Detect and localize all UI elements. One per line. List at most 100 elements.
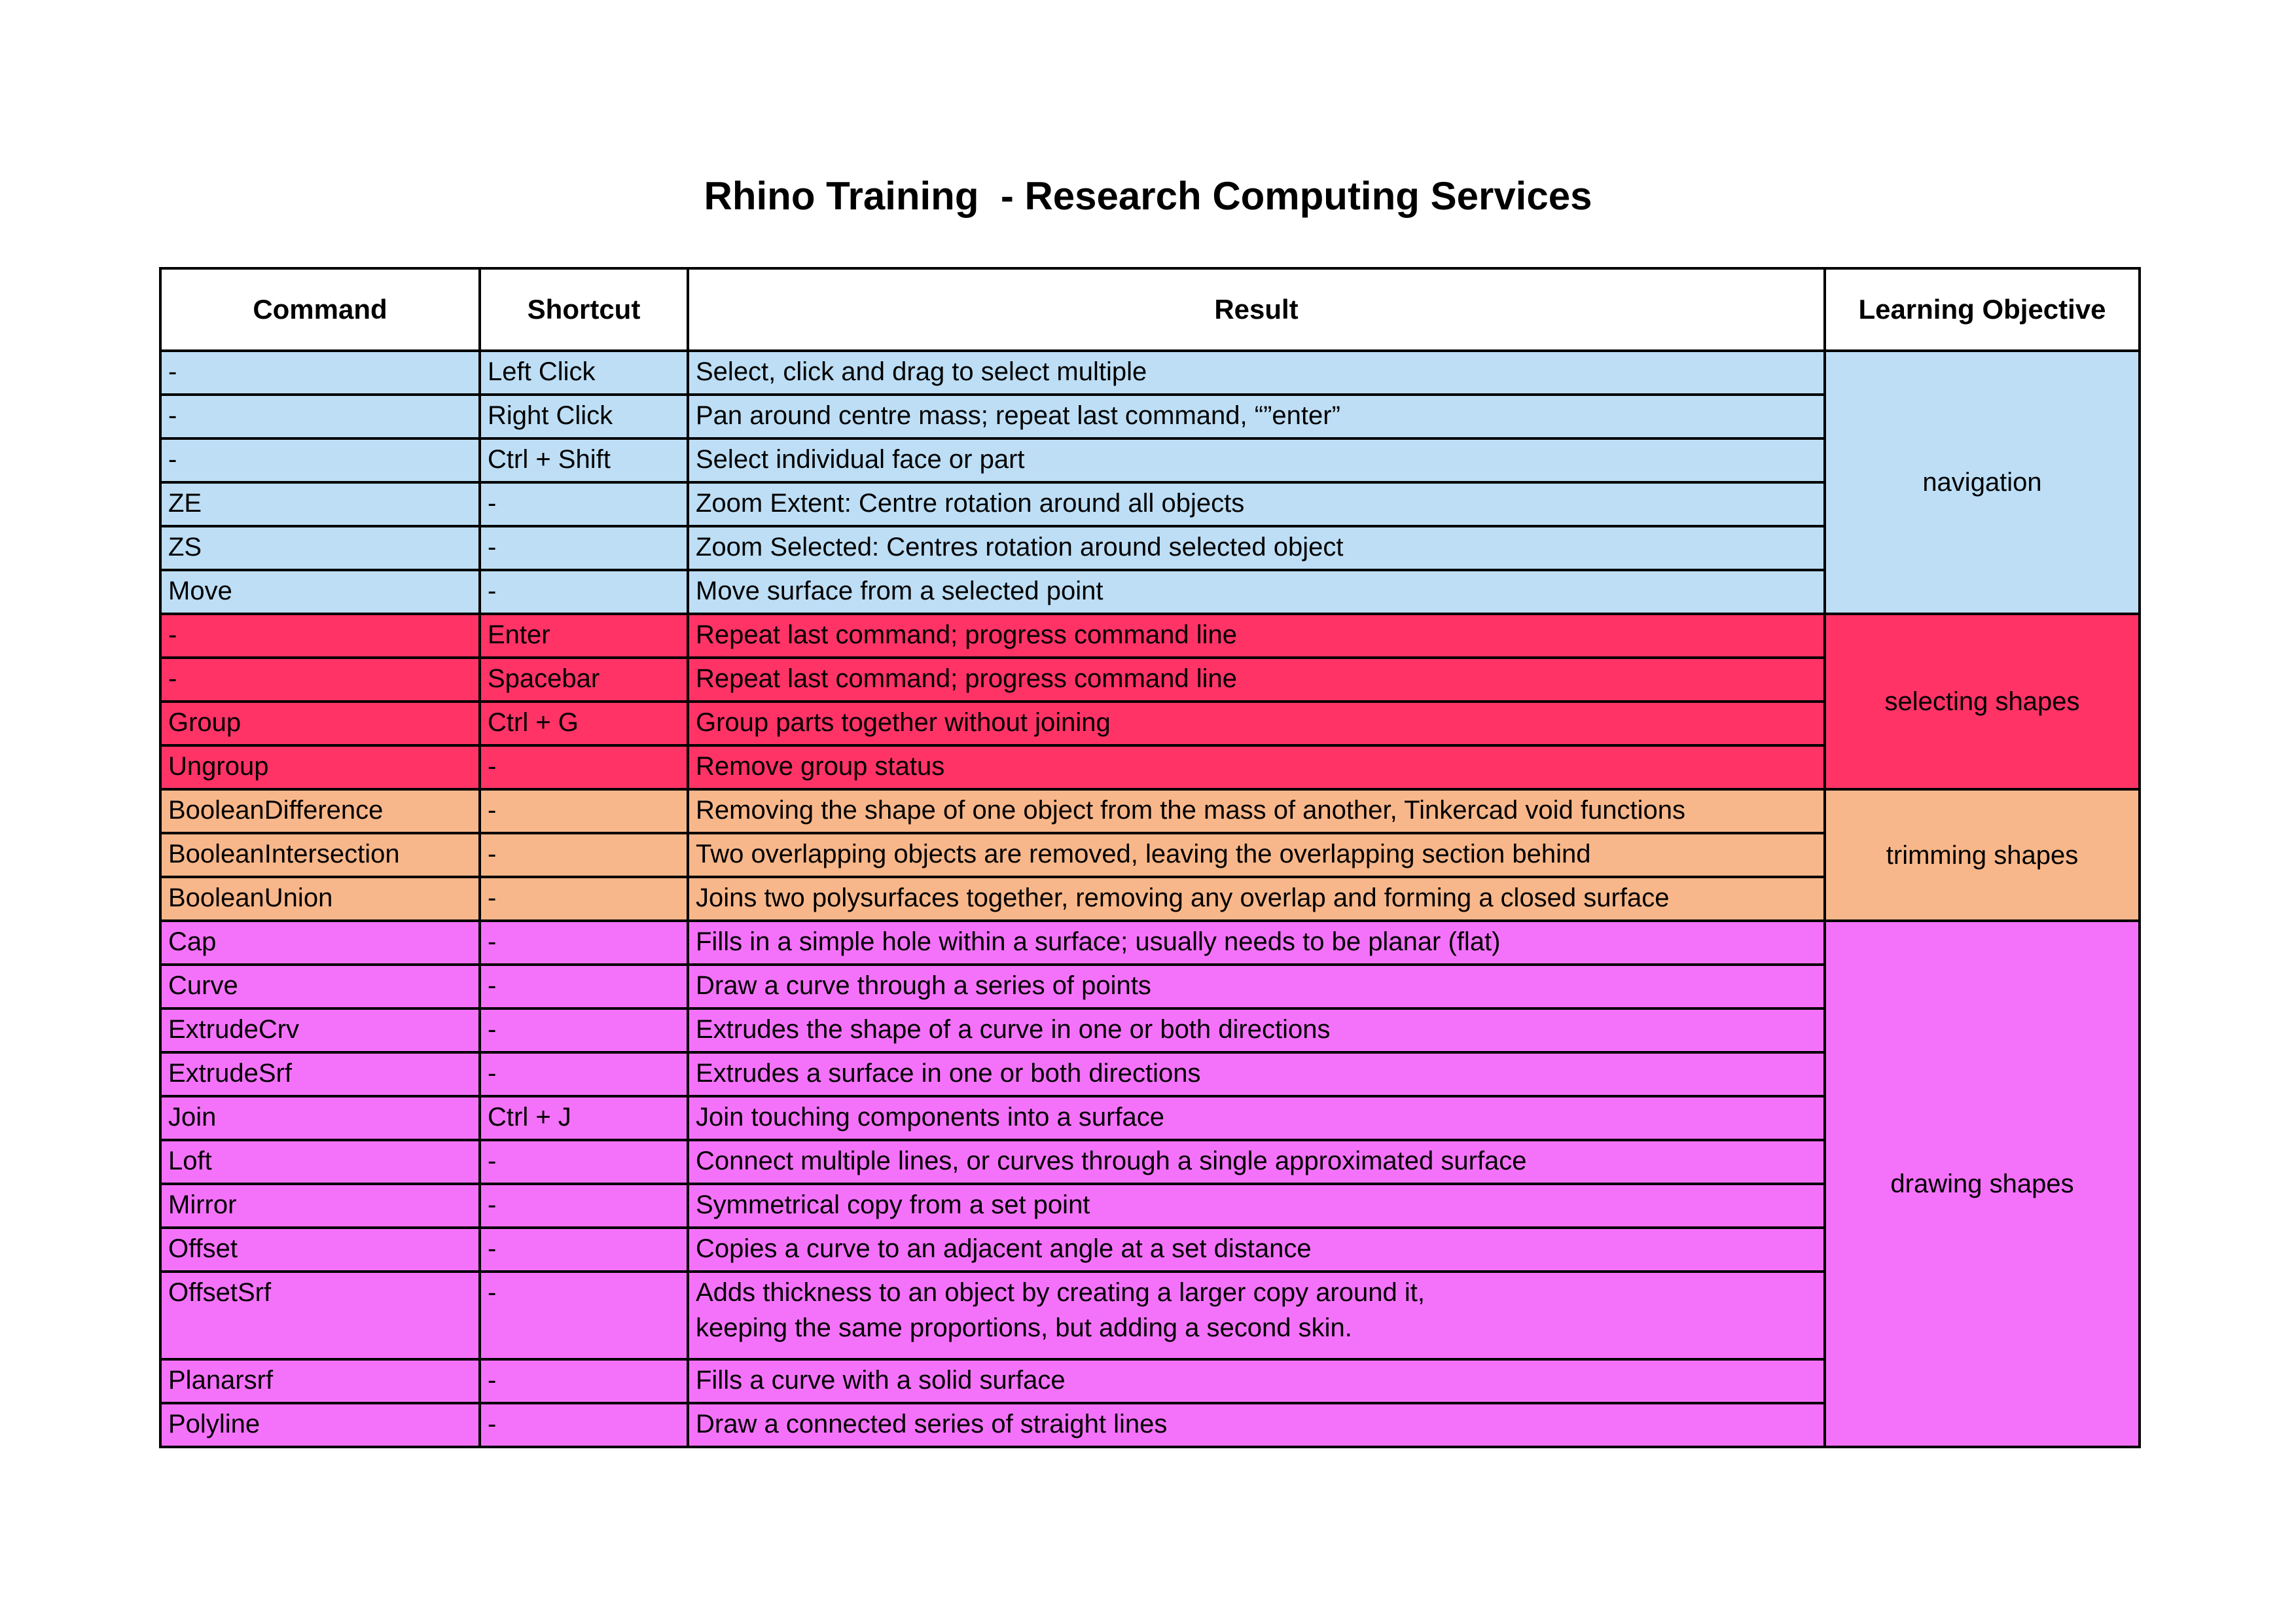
command-table: Command Shortcut Result Learning Objecti…: [159, 267, 2141, 1448]
shortcut-cell: -: [478, 1139, 689, 1185]
shortcut-cell: Ctrl + Shift: [478, 437, 689, 484]
result-cell: Removing the shape of one object from th…: [687, 788, 1826, 834]
table-row: ZS - Zoom Selected: Centres rotation aroun…: [159, 525, 2140, 571]
table-row: Cap - Fills in a simple hole within a surf…: [159, 919, 2141, 1448]
table-row: - Enter Repeat last command; progress comm…: [159, 613, 2141, 791]
shortcut-cell: -: [478, 1226, 689, 1273]
command-cell: -: [159, 656, 481, 703]
command-cell: Planarsrf: [159, 1358, 481, 1404]
command-cell: BooleanUnion: [159, 876, 481, 922]
command-cell: Join: [159, 1095, 481, 1141]
header-result: Result: [687, 267, 1826, 352]
shortcut-cell: -: [478, 1402, 689, 1448]
result-cell: Select, click and drag to select multipl…: [687, 349, 1826, 396]
result-cell: Join touching components into a surface: [687, 1095, 1826, 1141]
shortcut-cell: -: [478, 832, 689, 878]
table-row: Offset - Copies a curve to an adjacent ang…: [159, 1226, 2140, 1273]
shortcut-cell: -: [478, 481, 689, 527]
result-cell: Connect multiple lines, or curves throug…: [687, 1139, 1826, 1185]
header-learning-objective: Learning Objective: [1823, 267, 2141, 352]
result-cell: Extrudes the shape of a curve in one or …: [687, 1007, 1826, 1054]
table-row: ZE - Zoom Extent: Centre rotation around a…: [159, 481, 2140, 527]
table-row: BooleanIntersection - Two overlapping obje…: [159, 832, 2140, 878]
command-cell: ExtrudeSrf: [159, 1051, 481, 1097]
shortcut-cell: -: [478, 1358, 689, 1404]
shortcut-cell: Left Click: [478, 349, 689, 396]
shortcut-cell: -: [478, 744, 689, 791]
result-cell: Repeat last command; progress command li…: [687, 656, 1826, 703]
shortcut-cell: -: [478, 1183, 689, 1229]
shortcut-cell: Ctrl + J: [478, 1095, 689, 1141]
shortcut-cell: -: [478, 1051, 689, 1097]
header-command: Command: [159, 267, 481, 352]
table-row: - Right Click Pan around centre mass; repe…: [159, 393, 2140, 440]
command-cell: BooleanDifference: [159, 788, 481, 834]
result-cell: Copies a curve to an adjacent angle at a…: [687, 1226, 1826, 1273]
command-cell: Cap: [159, 919, 481, 966]
table-row: Curve - Draw a curve through a series of p…: [159, 963, 2140, 1010]
command-cell: Ungroup: [159, 744, 481, 791]
shortcut-cell: -: [478, 919, 689, 966]
result-cell: Repeat last command; progress command li…: [687, 613, 1826, 659]
command-cell: ZS: [159, 525, 481, 571]
command-cell: Polyline: [159, 1402, 481, 1448]
result-cell: Remove group status: [687, 744, 1826, 791]
command-cell: ZE: [159, 481, 481, 527]
result-cell: Move surface from a selected point: [687, 569, 1826, 615]
table-row: - Left Click Select, click and drag to sel…: [159, 349, 2141, 615]
result-cell: Group parts together without joining: [687, 700, 1826, 747]
table-row: Loft - Connect multiple lines, or curves t…: [159, 1139, 2140, 1185]
result-cell: Zoom Extent: Centre rotation around all …: [687, 481, 1826, 527]
table-row: Planarsrf - Fills a curve with a solid sur…: [159, 1358, 2140, 1404]
command-cell: Move: [159, 569, 481, 615]
shortcut-cell: -: [478, 788, 689, 834]
table-row: Polyline - Draw a connected series of stra…: [159, 1402, 2140, 1448]
table-row: OffsetSrf - Adds thickness to an object by…: [159, 1270, 2140, 1361]
table-row: BooleanUnion - Joins two polysurfaces toge…: [159, 876, 2140, 922]
result-cell: Extrudes a surface in one or both direct…: [687, 1051, 1826, 1097]
result-cell: Joins two polysurfaces together, removin…: [687, 876, 1826, 922]
shortcut-cell: -: [478, 525, 689, 571]
shortcut-cell: -: [478, 569, 689, 615]
table-row: BooleanDifference - Removing the shape of …: [159, 788, 2141, 922]
result-cell: Draw a connected series of straight line…: [687, 1402, 1826, 1448]
result-cell: Zoom Selected: Centres rotation around s…: [687, 525, 1826, 571]
shortcut-cell: Spacebar: [478, 656, 689, 703]
header-row: Command Shortcut Result Learning Objecti…: [159, 267, 2141, 352]
shortcut-cell: -: [478, 963, 689, 1010]
table-row: ExtrudeSrf - Extrudes a surface in one or …: [159, 1051, 2140, 1097]
table-body: - Left Click Select, click and drag to sel…: [159, 349, 2141, 1448]
table-row: Mirror - Symmetrical copy from a set point: [159, 1183, 2140, 1229]
shortcut-cell: Right Click: [478, 393, 689, 440]
shortcut-cell: Ctrl + G: [478, 700, 689, 747]
command-cell: -: [159, 613, 481, 659]
result-cell: Pan around centre mass; repeat last comm…: [687, 393, 1826, 440]
command-cell: -: [159, 393, 481, 440]
shortcut-cell: -: [478, 1270, 689, 1361]
learning-objective-cell: trimming shapes: [1823, 788, 2141, 922]
result-cell: Two overlapping objects are removed, lea…: [687, 832, 1826, 878]
table-row: Group Ctrl + G Group parts together withou…: [159, 700, 2140, 747]
table-row: - Ctrl + Shift Select individual face or p…: [159, 437, 2140, 484]
result-cell: Fills a curve with a solid surface: [687, 1358, 1826, 1404]
shortcut-cell: -: [478, 1007, 689, 1054]
header-shortcut: Shortcut: [478, 267, 689, 352]
table-row: Ungroup - Remove group status: [159, 744, 2140, 791]
result-cell: Fills in a simple hole within a surface;…: [687, 919, 1826, 966]
learning-objective-cell: navigation: [1823, 349, 2141, 615]
table-row: Move - Move surface from a selected point: [159, 569, 2140, 615]
table-row: ExtrudeCrv - Extrudes the shape of a curve…: [159, 1007, 2140, 1054]
result-cell: Draw a curve through a series of points: [687, 963, 1826, 1010]
learning-objective-cell: drawing shapes: [1823, 919, 2141, 1448]
command-cell: Group: [159, 700, 481, 747]
command-cell: Loft: [159, 1139, 481, 1185]
table-row: - Spacebar Repeat last command; progress c…: [159, 656, 2140, 703]
page-title: Rhino Training - Research Computing Serv…: [704, 174, 1592, 218]
table-row: Join Ctrl + J Join touching components int…: [159, 1095, 2140, 1141]
table-header: Command Shortcut Result Learning Objecti…: [159, 267, 2141, 352]
command-cell: ExtrudeCrv: [159, 1007, 481, 1054]
command-cell: BooleanIntersection: [159, 832, 481, 878]
result-cell: Symmetrical copy from a set point: [687, 1183, 1826, 1229]
shortcut-cell: Enter: [478, 613, 689, 659]
shortcut-cell: -: [478, 876, 689, 922]
